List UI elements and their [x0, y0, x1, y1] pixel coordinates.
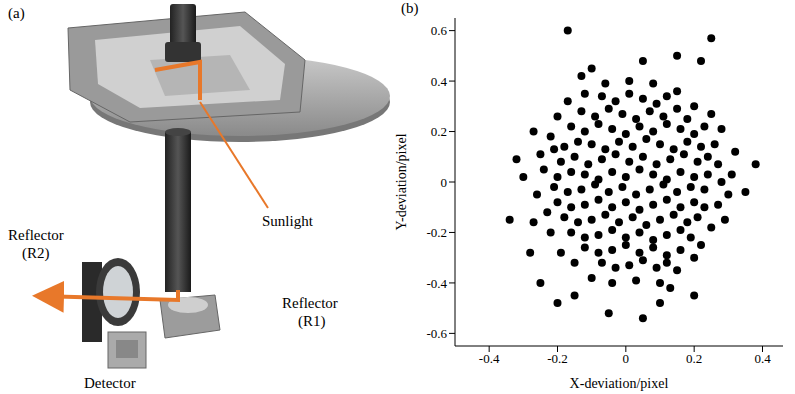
svg-text:-0.2: -0.2: [426, 225, 447, 240]
svg-text:(R2): (R2): [22, 245, 50, 262]
svg-text:0.6: 0.6: [431, 23, 448, 38]
svg-text:0: 0: [441, 175, 448, 190]
svg-text:0.2: 0.2: [431, 124, 447, 139]
svg-text:0: 0: [623, 351, 630, 366]
svg-text:-0.4: -0.4: [426, 276, 447, 291]
svg-text:-0.4: -0.4: [479, 351, 500, 366]
svg-text:-0.6: -0.6: [426, 326, 447, 341]
svg-text:Reflector: Reflector: [282, 295, 338, 311]
svg-text:0.4: 0.4: [431, 74, 448, 89]
svg-text:0.2: 0.2: [686, 351, 702, 366]
svg-text:(R1): (R1): [298, 313, 326, 330]
svg-text:X-deviation/pixel: X-deviation/pixel: [570, 376, 669, 391]
svg-text:0.4: 0.4: [754, 351, 771, 366]
svg-text:Reflector: Reflector: [8, 227, 64, 243]
svg-text:(a): (a): [8, 5, 25, 22]
svg-text:Detector: Detector: [84, 375, 136, 391]
svg-text:Sunlight: Sunlight: [262, 213, 314, 229]
svg-text:-0.2: -0.2: [547, 351, 568, 366]
svg-text:Y-deviation/pixel: Y-deviation/pixel: [395, 133, 409, 230]
html-text:(b): (b): [401, 0, 419, 16]
